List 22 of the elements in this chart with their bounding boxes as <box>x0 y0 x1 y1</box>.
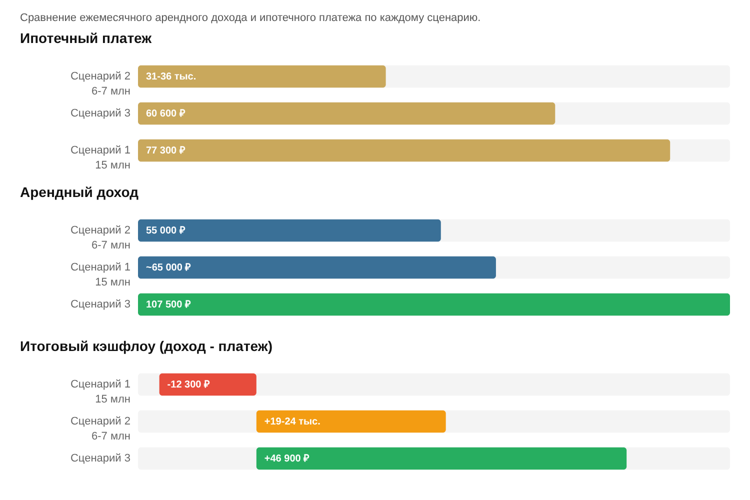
y-tick-label: Сценарий 2 6-7 млн <box>70 416 130 442</box>
data-label: 31-36 тыс. <box>146 72 196 82</box>
y-tick-label: Сценарий 1 15 млн <box>70 262 130 288</box>
data-label: ~65 000 ₽ <box>146 262 192 274</box>
text: Сравнение ежемесячного арендного дохода и ипотечного платежа по каждому сценарию. <box>19 11 482 26</box>
chart-title: Арендный доход <box>20 184 139 200</box>
data-label: 60 600 ₽ <box>146 108 186 120</box>
data-label: +19-24 тыс. <box>264 416 321 428</box>
data-label: 107 500 ₽ <box>146 300 191 310</box>
data-label: 55 000 ₽ <box>146 226 186 236</box>
y-tick-label: Сценарий 3 <box>70 108 130 120</box>
y-tick-label: Сценарий 3 <box>70 298 130 310</box>
chart-title: Ипотечный платеж <box>20 30 153 46</box>
data-label: -12 300 ₽ <box>167 380 210 390</box>
y-tick-label: Сценарий 3 <box>70 452 130 464</box>
y-tick-label: Сценарий 1 15 млн <box>70 378 130 406</box>
data-label: 77 300 ₽ <box>146 146 186 156</box>
y-tick-label: Сценарий 2 6-7 млн <box>70 224 130 252</box>
chart-title: Итоговый кэшфлоу (доход - платеж) <box>20 338 272 354</box>
y-tick-label: Сценарий 1 15 млн <box>70 144 130 172</box>
y-tick-label: Сценарий 2 6-7 млн <box>70 70 130 98</box>
data-label: +46 900 ₽ <box>264 454 310 464</box>
